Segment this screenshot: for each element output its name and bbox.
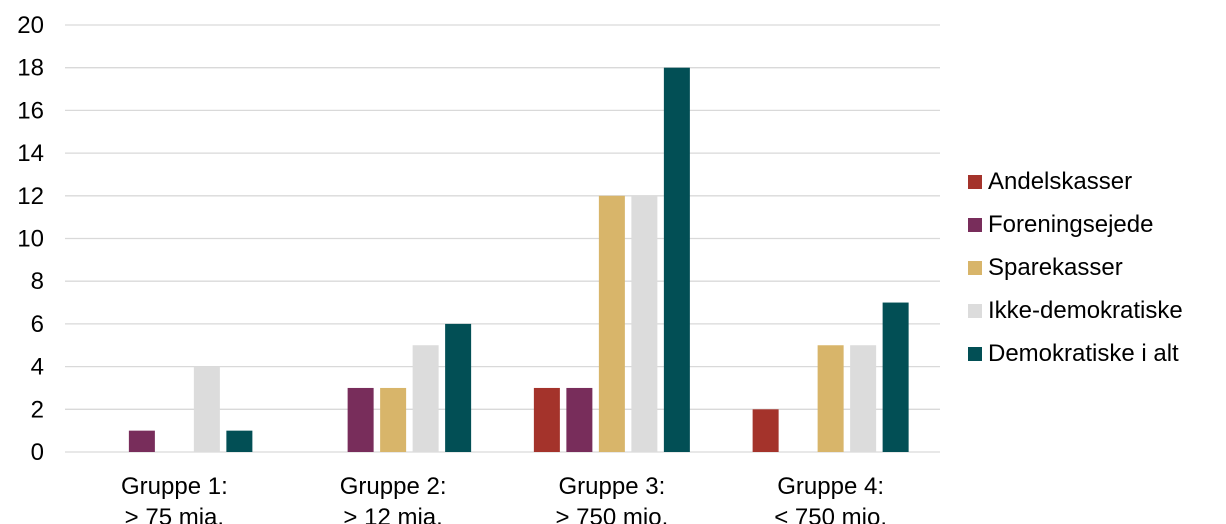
y-tick-label: 12 [17, 183, 44, 210]
y-tick-label: 8 [31, 268, 44, 295]
bar [663, 67, 690, 452]
bar [817, 345, 844, 452]
bar [412, 345, 439, 452]
bar [566, 387, 593, 452]
y-tick-label: 16 [17, 97, 44, 124]
y-tick-label: 20 [17, 12, 44, 39]
bar [533, 387, 560, 452]
x-tick-label: > 12 mia. [343, 504, 442, 524]
legend-item: Andelskasser [968, 160, 1183, 203]
legend-item: Ikke-demokratiske [968, 289, 1183, 332]
bar [445, 323, 472, 452]
legend-item: Foreningsejede [968, 203, 1183, 246]
legend-label: Andelskasser [988, 167, 1133, 195]
bar [850, 345, 877, 452]
bar [598, 195, 625, 453]
y-tick-label: 0 [31, 439, 44, 466]
x-tick-label: Gruppe 1: [121, 473, 228, 500]
legend-label: Demokratiske i alt [988, 339, 1179, 367]
x-tick-label: Gruppe 4: [777, 473, 884, 500]
legend-item: Demokratiske i alt [968, 332, 1183, 375]
bar [631, 195, 658, 453]
bar [380, 387, 407, 452]
legend-label: Sparekasser [988, 253, 1123, 281]
bar [347, 387, 374, 452]
bar [226, 430, 253, 452]
x-tick-label: Gruppe 2: [340, 473, 447, 500]
x-tick-label: > 75 mia. [125, 504, 224, 524]
y-tick-label: 14 [17, 140, 44, 167]
legend-label: Ikke-demokratiske [988, 296, 1183, 324]
bar [752, 409, 779, 452]
x-tick-label: > 750 mio. [556, 504, 669, 524]
legend-item: Sparekasser [968, 246, 1183, 289]
legend-swatch [968, 346, 982, 361]
y-tick-label: 4 [31, 354, 44, 381]
legend-swatch [968, 174, 982, 189]
y-tick-label: 10 [17, 226, 44, 253]
legend: Andelskasser Foreningsejede Sparekasser Ikk… [968, 160, 1183, 375]
legend-swatch [968, 217, 982, 232]
legend-swatch [968, 260, 982, 275]
bar [193, 366, 220, 452]
y-tick-label: 18 [17, 55, 44, 82]
x-tick-label: Gruppe 3: [559, 473, 666, 500]
legend-label: Foreningsejede [988, 210, 1154, 238]
y-tick-label: 6 [31, 311, 44, 338]
bar [882, 302, 909, 452]
bar [128, 430, 155, 452]
y-tick-label: 2 [31, 396, 44, 423]
legend-swatch [968, 303, 982, 318]
x-tick-label: < 750 mio. [774, 504, 887, 524]
